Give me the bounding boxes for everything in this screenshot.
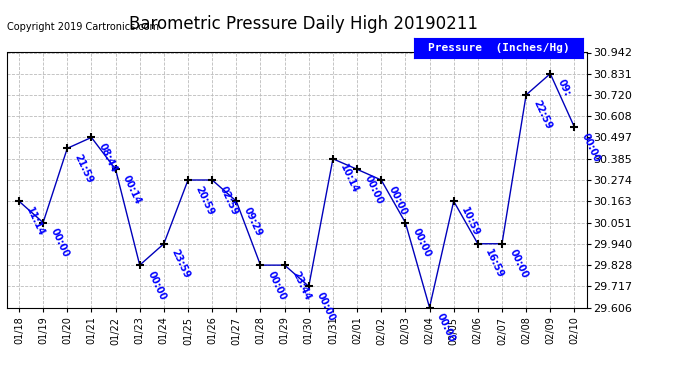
- Text: 22:59: 22:59: [532, 99, 554, 131]
- Text: 00:00: 00:00: [363, 174, 385, 206]
- Text: 23:44: 23:44: [290, 269, 313, 302]
- Text: 20:59: 20:59: [194, 184, 216, 216]
- Text: 09:29: 09:29: [242, 206, 264, 238]
- Text: 10:14: 10:14: [339, 163, 361, 195]
- Text: 10:59: 10:59: [460, 206, 482, 238]
- Text: 00:00: 00:00: [49, 227, 71, 259]
- Text: 00:00: 00:00: [266, 269, 288, 302]
- Text: 11:14: 11:14: [25, 206, 47, 238]
- Text: 00:00: 00:00: [508, 248, 530, 280]
- Text: 00:00: 00:00: [580, 131, 602, 164]
- Text: Barometric Pressure Daily High 20190211: Barometric Pressure Daily High 20190211: [129, 15, 478, 33]
- Text: 21:59: 21:59: [73, 153, 95, 185]
- Text: 16:59: 16:59: [484, 248, 506, 280]
- Text: 00:00: 00:00: [387, 184, 409, 216]
- Text: 00:00: 00:00: [315, 291, 337, 323]
- Text: 00:00: 00:00: [146, 269, 168, 302]
- Text: 00:00: 00:00: [435, 312, 457, 344]
- Text: 09:: 09:: [556, 78, 572, 98]
- Text: 00:14: 00:14: [121, 174, 144, 206]
- Text: 08:44: 08:44: [97, 142, 119, 174]
- Text: Copyright 2019 Cartronics.com: Copyright 2019 Cartronics.com: [7, 22, 159, 32]
- Text: 02:59: 02:59: [218, 184, 240, 216]
- Text: 23:59: 23:59: [170, 248, 192, 280]
- Text: Pressure  (Inches/Hg): Pressure (Inches/Hg): [428, 43, 569, 53]
- Text: 00:00: 00:00: [411, 227, 433, 259]
